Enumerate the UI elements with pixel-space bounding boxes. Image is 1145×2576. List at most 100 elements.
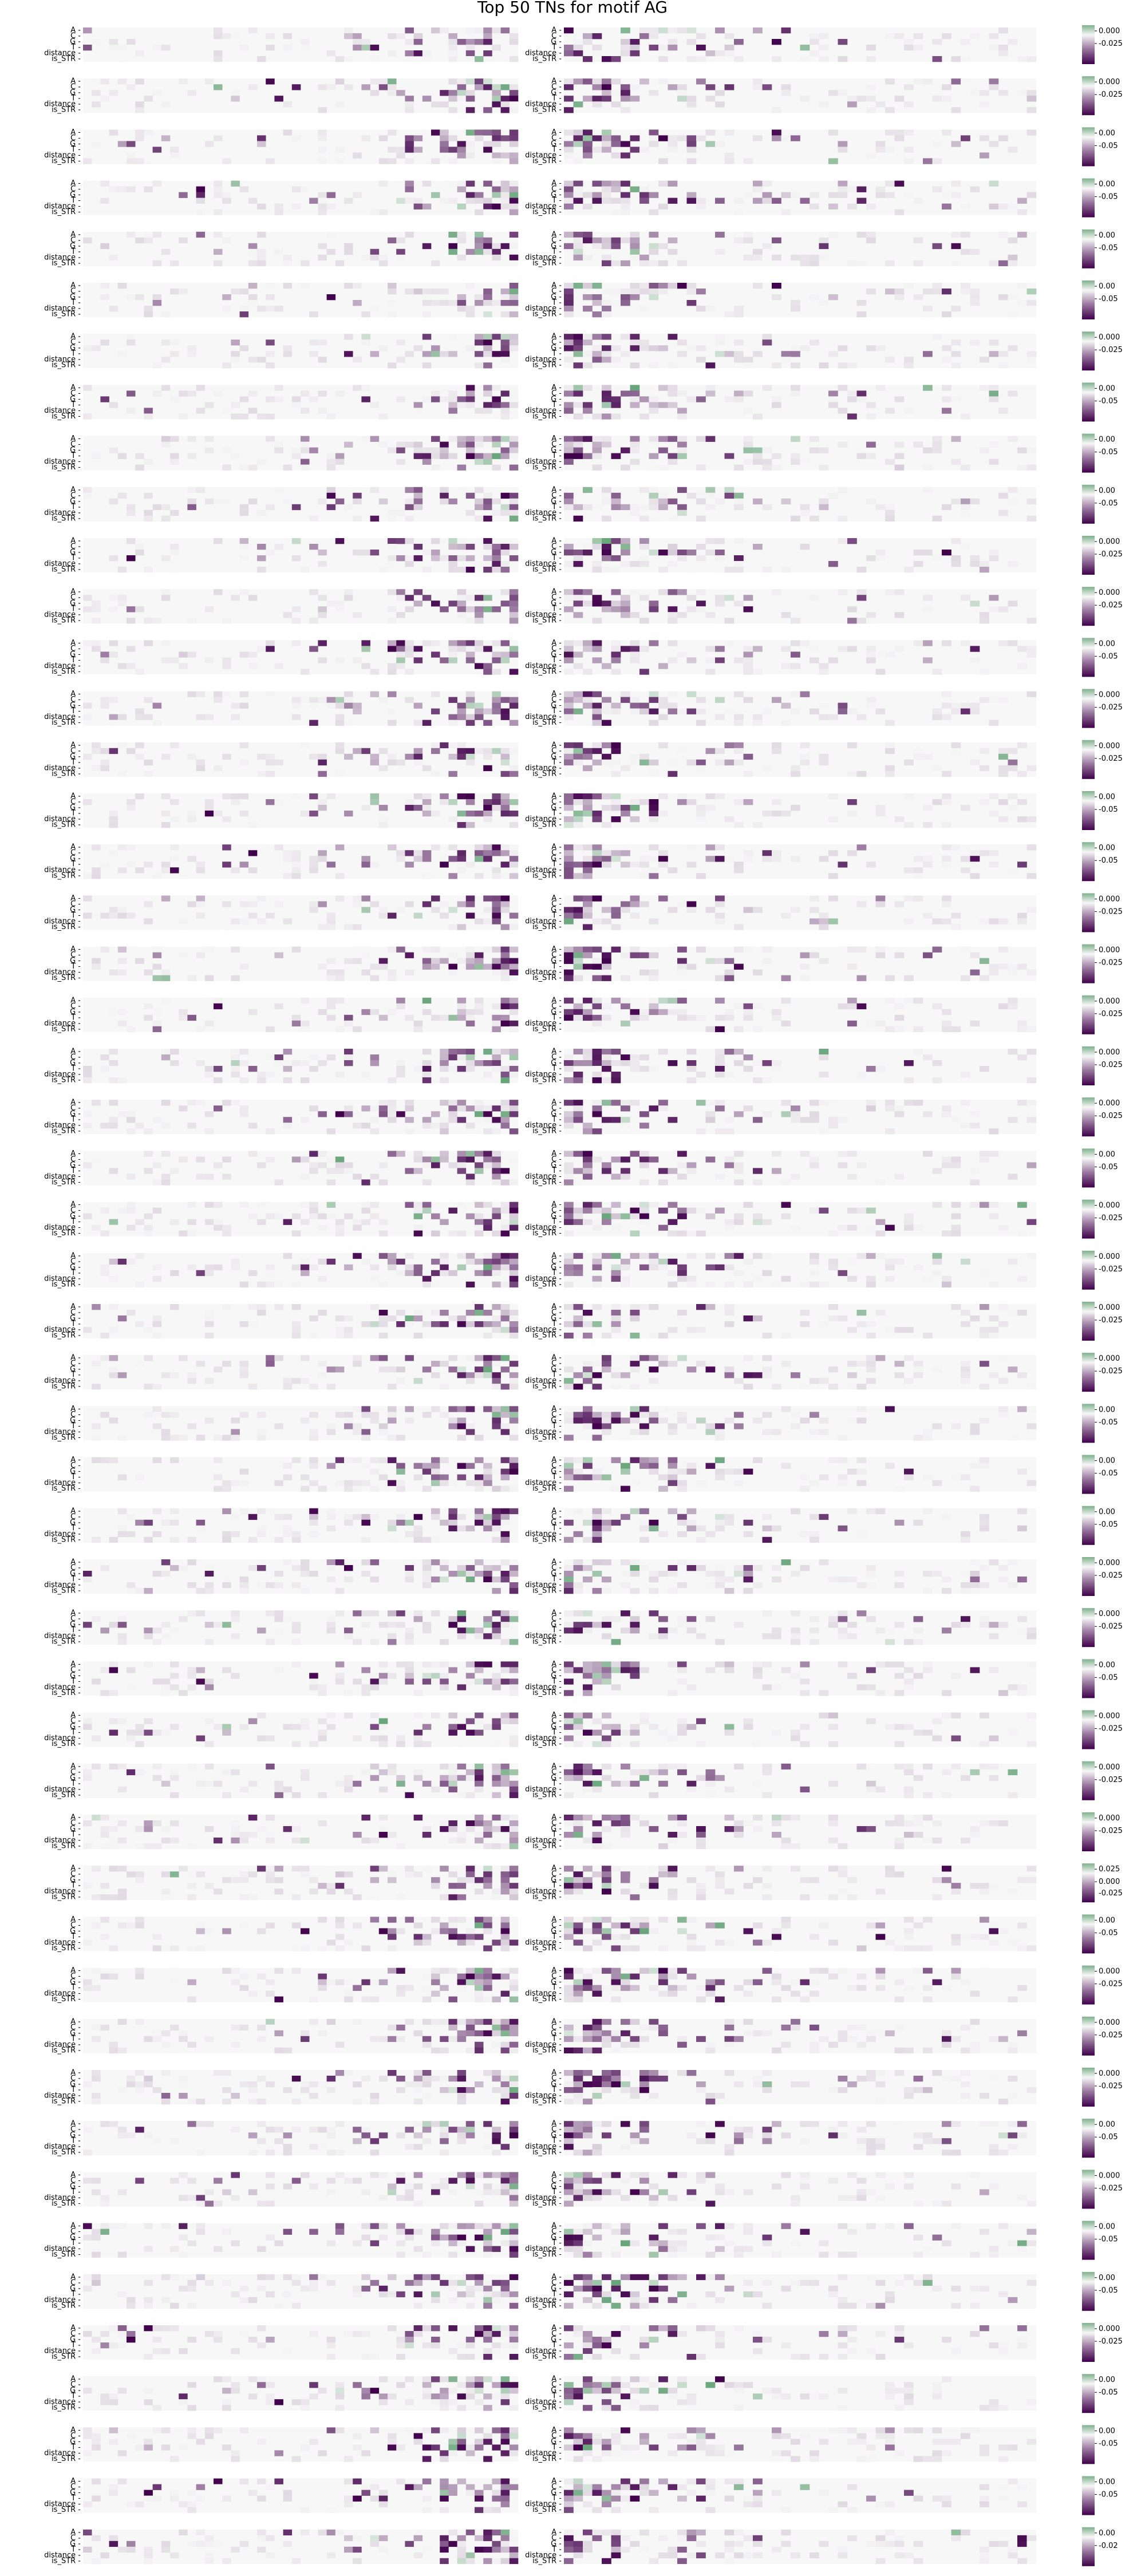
- heatmap-cell: [378, 413, 388, 420]
- heatmap-cell: [309, 1066, 318, 1072]
- heatmap-cell: [170, 436, 179, 442]
- heatmap-cell: [696, 45, 706, 51]
- row-label: G -: [551, 38, 562, 46]
- heatmap-cell: [405, 441, 414, 448]
- heatmap-cell: [301, 742, 310, 749]
- row-label: is_STR -: [52, 1127, 81, 1136]
- heatmap-cell: [583, 129, 593, 136]
- heatmap-cell: [639, 1151, 649, 1157]
- heatmap-cell: [847, 850, 857, 856]
- heatmap-cell: [361, 84, 370, 90]
- heatmap-cell: [658, 1264, 668, 1271]
- heatmap-cell: [583, 1162, 593, 1168]
- heatmap-cell: [483, 1151, 492, 1157]
- row-label: C -: [551, 645, 562, 653]
- heatmap-cell: [913, 856, 923, 862]
- heatmap-cell: [309, 720, 318, 726]
- heatmap-cell: [875, 669, 886, 675]
- heatmap-cell: [998, 771, 1008, 777]
- heatmap-cell: [630, 1315, 640, 1322]
- heatmap-cell: [326, 958, 336, 964]
- heatmap-cell: [396, 1151, 405, 1157]
- heatmap-cell: [866, 702, 876, 709]
- heatmap-cell: [405, 1315, 414, 1322]
- heatmap-cell: [492, 1304, 501, 1310]
- heatmap-cell: [592, 759, 602, 766]
- heatmap-cell: [239, 464, 249, 471]
- heatmap-cell: [353, 45, 362, 51]
- row-label: T -: [70, 350, 81, 358]
- heatmap-cell: [448, 1162, 457, 1168]
- heatmap-cell: [1008, 1049, 1018, 1055]
- heatmap-cell: [923, 306, 933, 312]
- heatmap-cell: [800, 260, 810, 267]
- heatmap-cell: [335, 1315, 345, 1322]
- heatmap-cell: [370, 436, 380, 442]
- heatmap-cell: [668, 1258, 678, 1265]
- heatmap-cell: [630, 345, 640, 351]
- heatmap-cell: [998, 918, 1008, 924]
- heatmap-cell: [204, 975, 214, 981]
- row-label: distance -: [525, 355, 562, 364]
- heatmap-cell: [457, 538, 467, 544]
- heatmap-cell: [630, 646, 640, 652]
- heatmap-cell: [291, 856, 301, 862]
- heatmap-cell: [686, 289, 697, 295]
- heatmap-cell: [791, 651, 800, 658]
- heatmap-cell: [109, 39, 119, 45]
- heatmap-cell: [326, 1003, 336, 1010]
- heatmap-cell: [705, 612, 716, 618]
- heatmap-cell: [592, 1111, 602, 1117]
- heatmap-cell: [361, 147, 370, 153]
- heatmap-cell: [239, 306, 249, 312]
- heatmap-cell: [621, 907, 630, 913]
- heatmap-cell: [668, 708, 678, 714]
- heatmap-cell: [819, 958, 829, 964]
- heatmap-cell: [396, 997, 405, 1004]
- heatmap-cell: [564, 180, 574, 187]
- row-label: C -: [70, 1309, 81, 1317]
- heatmap-cell: [361, 1123, 370, 1129]
- heatmap-cell: [257, 544, 266, 550]
- heatmap-cell: [92, 958, 101, 964]
- heatmap-cell: [649, 799, 659, 805]
- heatmap-cell: [856, 901, 867, 907]
- heatmap-cell: [378, 822, 388, 828]
- heatmap-cell: [602, 390, 611, 397]
- heatmap-cell: [483, 1111, 492, 1117]
- heatmap-cell: [475, 1310, 484, 1316]
- heatmap-cell: [500, 192, 510, 198]
- heatmap-cell: [573, 248, 583, 255]
- heatmap-cell: [923, 289, 933, 295]
- heatmap-cell: [266, 799, 275, 805]
- heatmap-cell: [396, 663, 405, 669]
- heatmap-cell: [465, 538, 475, 544]
- heatmap-cell: [819, 447, 829, 453]
- heatmap-cell: [592, 78, 602, 85]
- heatmap-cell: [705, 793, 716, 800]
- heatmap-cell: [152, 45, 162, 51]
- heatmap-cell: [753, 720, 763, 726]
- heatmap-cell: [894, 1258, 905, 1265]
- heatmap-cell: [951, 1026, 961, 1033]
- heatmap-cell: [422, 1179, 432, 1186]
- heatmap-cell: [127, 39, 136, 45]
- heatmap-cell: [639, 1162, 649, 1168]
- row-label: T -: [70, 94, 81, 103]
- heatmap-cell: [762, 765, 772, 772]
- heatmap-cell: [705, 385, 716, 391]
- heatmap-cell: [583, 1009, 593, 1016]
- heatmap-cell: [214, 186, 223, 192]
- row-label: G -: [551, 395, 562, 404]
- heatmap-cell: [361, 385, 370, 391]
- heatmap-cell: [483, 1253, 492, 1259]
- row-label: C -: [551, 83, 562, 92]
- heatmap-cell: [564, 1014, 574, 1021]
- heatmap-cell: [649, 1253, 659, 1259]
- heatmap-cell: [602, 702, 611, 709]
- heatmap-cell: [440, 912, 449, 919]
- heatmap-cell: [885, 1105, 895, 1112]
- heatmap-cell: [592, 714, 602, 720]
- heatmap-cell: [465, 1054, 475, 1061]
- heatmap-cell: [257, 56, 266, 62]
